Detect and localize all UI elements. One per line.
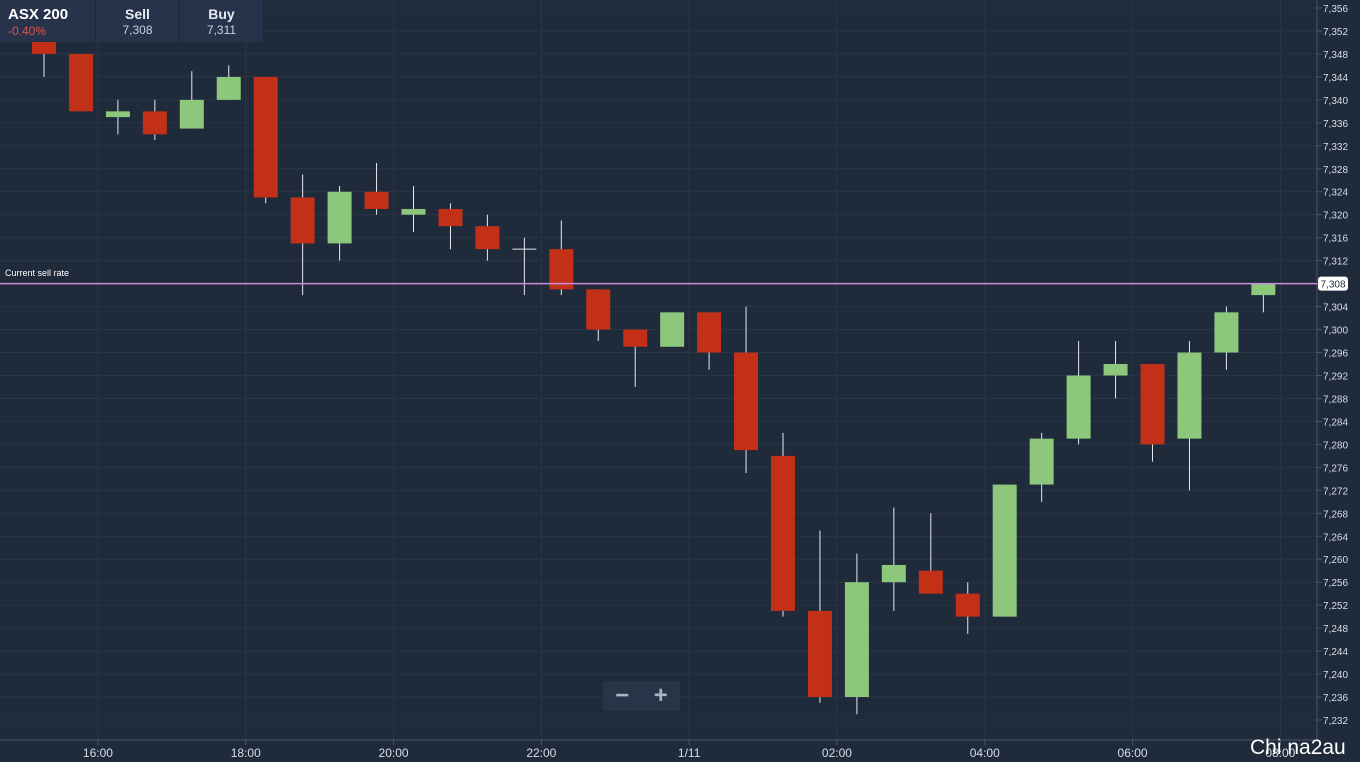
y-tick-label: 7,248 [1323,624,1348,635]
x-tick-label: 04:00 [970,746,1000,760]
instrument-info[interactable]: ASX 200 -0.40% [0,0,96,42]
candle-body-up [105,111,130,118]
y-tick-label: 7,320 [1323,211,1348,222]
y-tick-label: 7,268 [1323,509,1348,520]
candle-body-up [1251,283,1276,296]
candle-body-up [1029,438,1054,485]
x-tick-label: 20:00 [379,746,409,760]
candle-body-up [992,484,1017,617]
candle-body-down [771,455,795,611]
candle-body-up [327,191,352,244]
y-tick-label: 7,236 [1323,693,1348,704]
candles [32,8,1276,715]
y-tick-label: 7,348 [1323,50,1348,61]
candle-body-down [549,249,574,290]
candle-body-down [68,53,93,112]
x-tick-label: 22:00 [526,746,556,760]
sell-label: Sell [125,6,150,22]
candle-body-down [734,352,759,451]
current-sell-rate-badge [1318,276,1348,291]
candle-body-down [290,197,315,244]
y-tick-label: 7,328 [1323,165,1348,176]
y-tick-label: 7,284 [1323,417,1348,428]
zoom-controls: − + [603,681,680,711]
y-tick-label: 7,256 [1323,578,1348,589]
y-tick-label: 7,316 [1323,234,1348,245]
y-tick-label: 7,292 [1323,371,1348,382]
candle-body-up [1066,375,1091,439]
current-sell-rate-marker: 7,308 [0,276,1348,291]
instrument-header: ASX 200 -0.40% Sell 7,308 Buy 7,311 [0,0,264,42]
candle-body-down [697,312,722,353]
instrument-change: -0.40% [8,24,47,38]
candle-body-up [401,208,426,215]
y-tick-label: 7,304 [1323,303,1348,314]
candle-body-up [1177,352,1202,439]
buy-label: Buy [208,6,235,22]
candle-body-up [216,76,241,100]
y-tick-label: 7,356 [1323,4,1348,15]
x-tick-label: 02:00 [822,746,852,760]
candle-body-up [881,564,906,583]
y-tick-label: 7,272 [1323,486,1348,497]
x-tick-label: 1/11 [678,746,701,760]
watermark-text: Chi na2au [1250,736,1346,759]
current-sell-rate-value: 7,308 [1320,280,1345,291]
candle-body-down [438,208,463,227]
buy-button[interactable]: Buy 7,311 [180,0,264,42]
current-sell-rate-label: Current sell rate [5,268,70,278]
candle-body-down [623,329,648,347]
candle-body-down [918,570,943,594]
grid [0,0,1317,740]
y-tick-label: 7,264 [1323,532,1348,543]
candle-body-down [955,593,980,617]
y-tick-label: 7,232 [1323,716,1348,727]
y-tick-label: 7,324 [1323,188,1348,199]
candle-body-down [807,610,832,698]
y-tick-label: 7,288 [1323,394,1348,405]
y-tick-label: 7,296 [1323,349,1348,360]
x-tick-label: 06:00 [1118,746,1148,760]
zoom-out-button[interactable]: − [615,682,630,709]
candle-body-up [179,99,204,129]
x-axis: 16:00 18:00 20:00 22:00 1/11 02:00 04:00 06:00 0… [0,739,1317,760]
sell-button[interactable]: Sell 7,308 [96,0,180,42]
zoom-in-button[interactable]: + [653,682,668,709]
sell-price: 7,308 [122,23,153,37]
y-tick-label: 7,344 [1323,73,1348,84]
y-tick-label: 7,332 [1323,142,1348,153]
y-tick-label: 7,352 [1323,27,1348,38]
candle-body-up [660,312,685,347]
x-tick-label: 18:00 [231,746,261,760]
y-tick-label: 7,260 [1323,555,1348,566]
candle-body-down [475,226,500,250]
y-tick-label: 7,252 [1323,601,1348,612]
candle-body-down [1140,364,1165,445]
y-tick-label: 7,244 [1323,647,1348,658]
y-tick-label: 7,240 [1323,670,1348,681]
instrument-name: ASX 200 [8,6,69,23]
candle-body-up [1103,364,1128,376]
candle-body-down [142,111,167,135]
y-tick-label: 7,300 [1323,326,1348,337]
candle-body-down [364,191,389,209]
x-tick-label: 08:00 [1265,746,1295,760]
candle-body-down [586,289,611,330]
y-tick-label: 7,336 [1323,119,1348,130]
y-tick-label: 7,312 [1323,257,1348,268]
candle-body-up [844,582,869,698]
y-tick-label: 7,276 [1323,463,1348,474]
y-tick-label: 7,280 [1323,440,1348,451]
x-tick-label: 16:00 [83,746,113,760]
candle-body-down [253,76,278,198]
y-tick-label: 7,340 [1323,96,1348,107]
buy-price: 7,311 [206,23,237,37]
y-axis: 7,232 7,236 7,240 7,244 7,248 7,252 7,256 7,260… [1316,0,1348,740]
candle-body-up [1214,312,1239,353]
